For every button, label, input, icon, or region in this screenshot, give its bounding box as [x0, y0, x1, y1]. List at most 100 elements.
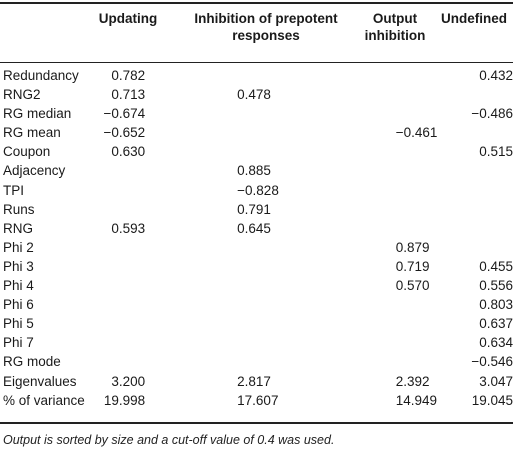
cell-output [396, 181, 454, 200]
cell-inhibition [145, 333, 396, 352]
row-label: Phi 2 [3, 239, 34, 255]
cell-inhibition: −0.828 [237, 182, 279, 198]
table-row: Phi 3 0.719 0.455 [0, 257, 513, 276]
cell-inhibition: 17.607 [237, 392, 279, 408]
cell-updating [85, 200, 145, 219]
table-row: TPI −0.828 [0, 181, 513, 200]
cell-updating: −0.674 [103, 106, 146, 122]
cell-undefined [454, 85, 513, 104]
cell-updating [85, 181, 145, 200]
cell-undefined [454, 123, 513, 142]
table-row: Phi 2 0.879 [0, 238, 513, 257]
cell-inhibition [145, 123, 396, 142]
row-label: RNG2 [3, 87, 41, 103]
header-updating: Updating [88, 10, 168, 27]
cell-undefined: 0.803 [479, 297, 513, 313]
cell-updating: 0.713 [111, 87, 146, 103]
cell-inhibition: 0.478 [237, 87, 271, 103]
table-row: Phi 6 0.803 [0, 295, 513, 314]
cell-output [396, 85, 454, 104]
row-label: TPI [3, 182, 25, 198]
row-label: Redundancy [3, 68, 79, 83]
cell-updating [85, 161, 145, 180]
cell-undefined: 0.634 [479, 335, 513, 351]
cell-undefined: 0.455 [479, 258, 513, 274]
row-label: Phi 6 [3, 297, 34, 313]
header-inhibition-line1: Inhibition of prepotent [194, 11, 338, 26]
header-rule [0, 62, 513, 64]
table-row: Eigenvalues 3.200 2.817 2.392 3.047 [0, 372, 513, 391]
cell-output: 0.879 [395, 239, 430, 255]
cell-output [396, 352, 454, 371]
cell-inhibition: 2.817 [237, 373, 271, 389]
row-label: RG mode [3, 354, 61, 370]
cell-inhibition [145, 104, 396, 123]
table-top-rule [0, 2, 513, 4]
cell-undefined [454, 161, 513, 180]
row-label: Coupon [3, 144, 51, 160]
table-row: Coupon 0.630 0.515 [0, 142, 513, 161]
header-undefined: Undefined [436, 10, 512, 27]
row-label: RNG [3, 220, 33, 236]
row-label: Phi 3 [3, 258, 34, 274]
header-inhibition: Inhibition of prepotent responses [182, 10, 350, 44]
cell-undefined [454, 200, 513, 219]
row-label: Phi 5 [3, 316, 34, 332]
cell-inhibition [145, 66, 396, 85]
cell-undefined: 19.045 [471, 392, 513, 408]
factor-loadings-table: Redundancy 0.782 0.432 RNG2 0.713 0.478 RG m… [0, 66, 513, 410]
header-output-line2: inhibition [364, 28, 426, 43]
cell-updating [85, 276, 145, 295]
cell-inhibition: 0.791 [237, 201, 271, 217]
cell-output [396, 295, 454, 314]
table-row: Adjacency 0.885 [0, 161, 513, 180]
cell-updating [85, 238, 145, 257]
row-label: RG median [3, 106, 72, 122]
row-label: % of variance [3, 392, 85, 408]
cell-inhibition: 0.885 [237, 163, 271, 179]
table-row: Phi 5 0.637 [0, 314, 513, 333]
cell-inhibition [145, 352, 396, 371]
cell-inhibition [145, 295, 396, 314]
row-label: Eigenvalues [3, 373, 77, 389]
cell-updating: 0.630 [111, 144, 146, 160]
cell-inhibition [145, 276, 396, 295]
cell-output: 0.719 [395, 258, 430, 274]
cell-undefined [454, 219, 513, 238]
row-label: Runs [3, 201, 35, 217]
cell-undefined: 0.515 [479, 144, 513, 160]
header-updating-text: Updating [98, 11, 158, 26]
cell-updating [85, 295, 145, 314]
table-bottom-rule [0, 422, 513, 424]
table-row: Phi 7 0.634 [0, 333, 513, 352]
cell-inhibition [145, 142, 396, 161]
cell-updating: 0.782 [111, 68, 146, 83]
header-undefined-text: Undefined [441, 11, 507, 26]
cell-output [396, 142, 454, 161]
cell-undefined: 3.047 [479, 373, 513, 389]
row-label: Phi 7 [3, 335, 34, 351]
cell-output [396, 104, 454, 123]
table-row: Phi 4 0.570 0.556 [0, 276, 513, 295]
cell-inhibition [145, 257, 396, 276]
cell-undefined: −0.486 [471, 106, 513, 122]
table-row: % of variance 19.998 17.607 14.949 19.045 [0, 391, 513, 410]
table-row: Runs 0.791 [0, 200, 513, 219]
cell-output: 0.570 [395, 278, 430, 294]
row-label: Phi 4 [3, 278, 34, 294]
cell-updating [85, 352, 145, 371]
cell-output [396, 161, 454, 180]
cell-output [396, 333, 454, 352]
cell-output [396, 219, 454, 238]
cell-updating: 3.200 [111, 373, 146, 389]
cell-output [396, 66, 454, 85]
cell-output: 2.392 [395, 373, 430, 389]
cell-inhibition: 0.645 [237, 220, 271, 236]
cell-updating: 19.998 [103, 392, 146, 408]
table-row: RG mean −0.652 −0.461 [0, 123, 513, 142]
cell-inhibition [145, 314, 396, 333]
cell-undefined: 0.556 [479, 278, 513, 294]
row-label: RG mean [3, 125, 61, 141]
row-label: Adjacency [3, 163, 66, 179]
cell-output: 14.949 [395, 392, 438, 408]
